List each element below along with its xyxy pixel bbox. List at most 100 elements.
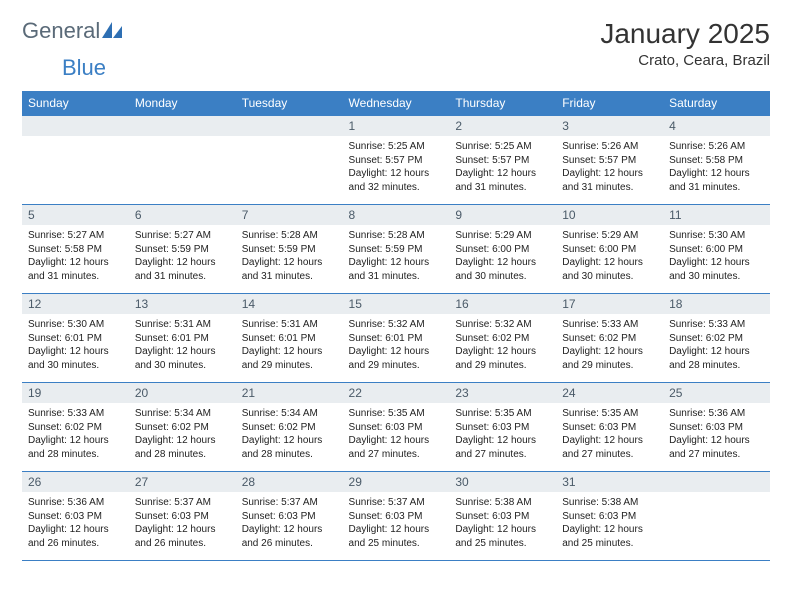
day-number: 13 bbox=[129, 294, 236, 314]
dow-thu: Thursday bbox=[449, 91, 556, 116]
day-line: Daylight: 12 hours bbox=[242, 434, 337, 448]
day-line: and 25 minutes. bbox=[562, 537, 657, 551]
day-number: 3 bbox=[556, 116, 663, 136]
dow-wed: Wednesday bbox=[343, 91, 450, 116]
day-line: and 31 minutes. bbox=[28, 270, 123, 284]
day-line: Sunset: 5:59 PM bbox=[135, 243, 230, 257]
day-content: Sunrise: 5:28 AMSunset: 5:59 PMDaylight:… bbox=[236, 225, 343, 293]
day-line: Daylight: 12 hours bbox=[562, 167, 657, 181]
day-line: Daylight: 12 hours bbox=[349, 167, 444, 181]
day-line: Daylight: 12 hours bbox=[562, 256, 657, 270]
day-line: Sunrise: 5:32 AM bbox=[455, 318, 550, 332]
day-content bbox=[663, 492, 770, 550]
day-number: 8 bbox=[343, 205, 450, 225]
day-line: Sunset: 6:02 PM bbox=[242, 421, 337, 435]
day-line: and 27 minutes. bbox=[455, 448, 550, 462]
day-line: Sunrise: 5:33 AM bbox=[562, 318, 657, 332]
day-line: Sunset: 6:01 PM bbox=[349, 332, 444, 346]
day-line: Sunrise: 5:31 AM bbox=[135, 318, 230, 332]
day-cell: 21Sunrise: 5:34 AMSunset: 6:02 PMDayligh… bbox=[236, 383, 343, 472]
day-content bbox=[129, 136, 236, 194]
day-content: Sunrise: 5:33 AMSunset: 6:02 PMDaylight:… bbox=[22, 403, 129, 471]
day-cell: 11Sunrise: 5:30 AMSunset: 6:00 PMDayligh… bbox=[663, 205, 770, 294]
day-line: Daylight: 12 hours bbox=[242, 256, 337, 270]
day-content: Sunrise: 5:34 AMSunset: 6:02 PMDaylight:… bbox=[129, 403, 236, 471]
day-line: Sunrise: 5:36 AM bbox=[669, 407, 764, 421]
day-line: Daylight: 12 hours bbox=[562, 523, 657, 537]
day-number: 22 bbox=[343, 383, 450, 403]
day-number: 14 bbox=[236, 294, 343, 314]
day-line: Sunset: 6:02 PM bbox=[135, 421, 230, 435]
day-content: Sunrise: 5:37 AMSunset: 6:03 PMDaylight:… bbox=[129, 492, 236, 560]
day-number: 24 bbox=[556, 383, 663, 403]
dow-fri: Friday bbox=[556, 91, 663, 116]
day-cell: 13Sunrise: 5:31 AMSunset: 6:01 PMDayligh… bbox=[129, 294, 236, 383]
day-number: 25 bbox=[663, 383, 770, 403]
day-number: 10 bbox=[556, 205, 663, 225]
day-line: Sunset: 6:01 PM bbox=[242, 332, 337, 346]
day-cell bbox=[236, 116, 343, 205]
day-cell: 17Sunrise: 5:33 AMSunset: 6:02 PMDayligh… bbox=[556, 294, 663, 383]
day-content: Sunrise: 5:34 AMSunset: 6:02 PMDaylight:… bbox=[236, 403, 343, 471]
day-number: 28 bbox=[236, 472, 343, 492]
day-cell: 12Sunrise: 5:30 AMSunset: 6:01 PMDayligh… bbox=[22, 294, 129, 383]
day-line: Sunrise: 5:27 AM bbox=[135, 229, 230, 243]
day-number: 20 bbox=[129, 383, 236, 403]
day-line: and 26 minutes. bbox=[135, 537, 230, 551]
day-line: and 31 minutes. bbox=[135, 270, 230, 284]
day-line: and 28 minutes. bbox=[242, 448, 337, 462]
day-number: 31 bbox=[556, 472, 663, 492]
day-line: Daylight: 12 hours bbox=[28, 434, 123, 448]
day-line: Sunset: 5:59 PM bbox=[242, 243, 337, 257]
day-line: Sunset: 5:58 PM bbox=[669, 154, 764, 168]
day-line: Sunset: 6:03 PM bbox=[349, 510, 444, 524]
week-row: 1Sunrise: 5:25 AMSunset: 5:57 PMDaylight… bbox=[22, 116, 770, 205]
day-content: Sunrise: 5:37 AMSunset: 6:03 PMDaylight:… bbox=[236, 492, 343, 560]
day-content: Sunrise: 5:26 AMSunset: 5:57 PMDaylight:… bbox=[556, 136, 663, 204]
day-cell: 30Sunrise: 5:38 AMSunset: 6:03 PMDayligh… bbox=[449, 472, 556, 561]
day-cell bbox=[663, 472, 770, 561]
day-line: Daylight: 12 hours bbox=[349, 523, 444, 537]
day-line: Daylight: 12 hours bbox=[455, 345, 550, 359]
day-content: Sunrise: 5:38 AMSunset: 6:03 PMDaylight:… bbox=[449, 492, 556, 560]
day-line: Sunrise: 5:28 AM bbox=[349, 229, 444, 243]
day-number: 19 bbox=[22, 383, 129, 403]
day-content: Sunrise: 5:35 AMSunset: 6:03 PMDaylight:… bbox=[343, 403, 450, 471]
day-number: 9 bbox=[449, 205, 556, 225]
day-number: 18 bbox=[663, 294, 770, 314]
day-line: and 30 minutes. bbox=[28, 359, 123, 373]
day-content: Sunrise: 5:37 AMSunset: 6:03 PMDaylight:… bbox=[343, 492, 450, 560]
day-cell: 20Sunrise: 5:34 AMSunset: 6:02 PMDayligh… bbox=[129, 383, 236, 472]
day-line: Sunrise: 5:37 AM bbox=[242, 496, 337, 510]
day-content: Sunrise: 5:30 AMSunset: 6:00 PMDaylight:… bbox=[663, 225, 770, 293]
day-number: 16 bbox=[449, 294, 556, 314]
day-cell: 9Sunrise: 5:29 AMSunset: 6:00 PMDaylight… bbox=[449, 205, 556, 294]
day-content: Sunrise: 5:31 AMSunset: 6:01 PMDaylight:… bbox=[236, 314, 343, 382]
day-line: Daylight: 12 hours bbox=[242, 523, 337, 537]
day-content bbox=[236, 136, 343, 194]
day-content: Sunrise: 5:35 AMSunset: 6:03 PMDaylight:… bbox=[449, 403, 556, 471]
day-line: Sunrise: 5:31 AM bbox=[242, 318, 337, 332]
day-content: Sunrise: 5:32 AMSunset: 6:01 PMDaylight:… bbox=[343, 314, 450, 382]
day-content: Sunrise: 5:28 AMSunset: 5:59 PMDaylight:… bbox=[343, 225, 450, 293]
day-line: Sunrise: 5:26 AM bbox=[562, 140, 657, 154]
day-line: Sunset: 5:57 PM bbox=[349, 154, 444, 168]
day-line: Sunrise: 5:29 AM bbox=[455, 229, 550, 243]
day-line: Sunrise: 5:25 AM bbox=[455, 140, 550, 154]
day-number bbox=[236, 116, 343, 136]
day-line: Daylight: 12 hours bbox=[28, 345, 123, 359]
day-line: Daylight: 12 hours bbox=[562, 345, 657, 359]
day-line: Sunrise: 5:27 AM bbox=[28, 229, 123, 243]
day-number: 12 bbox=[22, 294, 129, 314]
day-cell: 14Sunrise: 5:31 AMSunset: 6:01 PMDayligh… bbox=[236, 294, 343, 383]
day-cell: 4Sunrise: 5:26 AMSunset: 5:58 PMDaylight… bbox=[663, 116, 770, 205]
day-cell: 16Sunrise: 5:32 AMSunset: 6:02 PMDayligh… bbox=[449, 294, 556, 383]
month-title: January 2025 bbox=[600, 18, 770, 50]
day-line: and 30 minutes. bbox=[135, 359, 230, 373]
day-cell: 8Sunrise: 5:28 AMSunset: 5:59 PMDaylight… bbox=[343, 205, 450, 294]
day-line: Sunset: 6:02 PM bbox=[562, 332, 657, 346]
day-number: 11 bbox=[663, 205, 770, 225]
day-line: and 25 minutes. bbox=[455, 537, 550, 551]
day-line: Daylight: 12 hours bbox=[28, 523, 123, 537]
day-line: Sunset: 6:03 PM bbox=[455, 510, 550, 524]
